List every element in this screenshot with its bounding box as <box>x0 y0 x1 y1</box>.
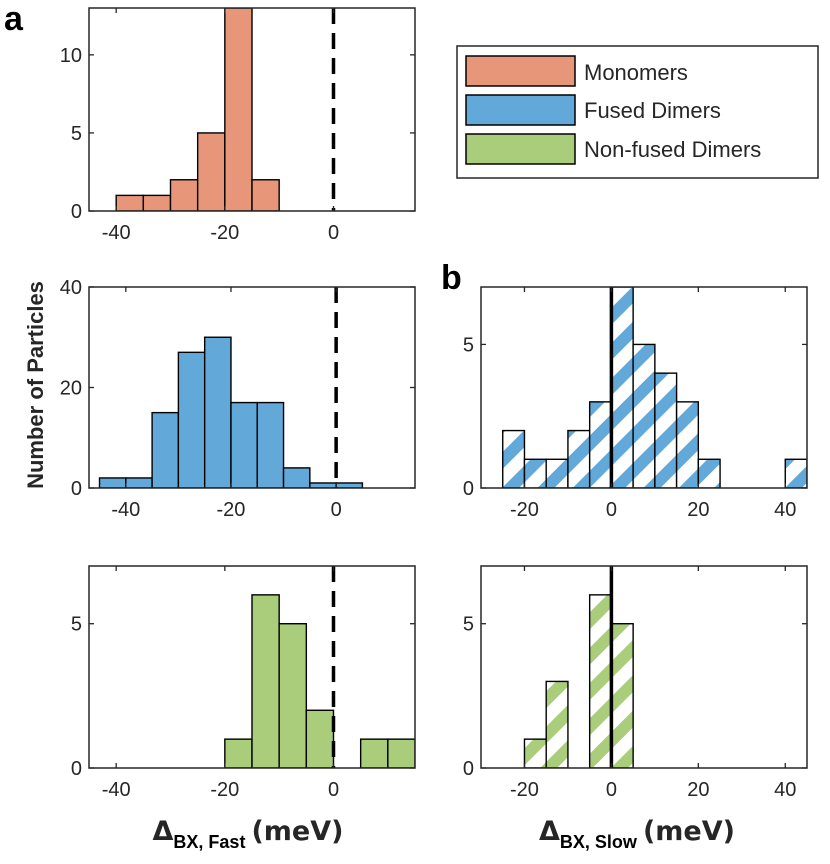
y-tick-label: 5 <box>463 614 474 636</box>
x-tick-label: -20 <box>210 222 239 244</box>
histogram-bar <box>588 594 613 768</box>
histogram-bar <box>256 401 285 488</box>
axes-frame <box>480 565 808 769</box>
x-tick-label: -20 <box>217 499 246 521</box>
x-tick-label: 0 <box>331 499 342 521</box>
histogram-bar <box>251 179 280 211</box>
histogram-bar <box>142 194 172 211</box>
histogram-bar <box>610 623 634 768</box>
bars-slow-fused <box>502 287 807 488</box>
x-tick-label: -40 <box>102 222 131 244</box>
histogram-bar <box>196 132 226 211</box>
legend-swatch-monomers <box>465 55 576 87</box>
panel-fast-monomers: 0 5 10 -40 -20 0 <box>60 7 416 244</box>
x-label-slow-unit: (meV) <box>643 816 735 847</box>
histogram-bar <box>675 401 700 488</box>
histogram-bar <box>203 336 232 488</box>
histogram-bar <box>230 401 258 488</box>
x-tick-label: 0 <box>328 222 339 244</box>
x-tick-label: -20 <box>510 499 539 521</box>
histogram-bar <box>309 482 337 488</box>
histogram-bar <box>545 458 569 488</box>
y-tick-label: 0 <box>71 758 82 780</box>
histogram-bar <box>115 194 145 211</box>
histogram-bar <box>359 738 389 768</box>
histogram-bar <box>697 458 721 488</box>
legend: Monomers Fused Dimers Non-fused Dimers <box>456 45 819 179</box>
bars-fast-nonfused <box>224 594 415 768</box>
y-tick-label: 5 <box>71 123 82 145</box>
histogram-bar <box>224 738 253 768</box>
panel-slow-nonfused: 0 5 -20 0 20 40 <box>463 565 808 801</box>
histogram-bar <box>305 709 335 768</box>
legend-label-fused-dimers: Fused Dimers <box>584 98 721 123</box>
x-tick-label: 20 <box>687 499 709 521</box>
y-tick-label: 5 <box>71 614 82 636</box>
x-label-slow-sub: BX, Slow <box>560 832 638 852</box>
histogram-bar <box>251 594 280 768</box>
axes-frame <box>88 7 416 212</box>
x-label-fast-unit: (meV) <box>251 816 343 847</box>
x-label-fast-delta: Δ <box>153 816 174 847</box>
histogram-bar <box>784 458 807 488</box>
y-tick-label: 5 <box>463 334 474 356</box>
x-tick-label: -20 <box>210 779 239 801</box>
y-tick-label: 0 <box>71 201 82 223</box>
x-tick-label: -40 <box>111 499 140 521</box>
histogram-bar <box>169 179 199 211</box>
x-label-fast-sub: BX, Fast <box>173 832 245 852</box>
legend-swatch-non-fused-dimers <box>465 133 576 165</box>
y-tick-label: 40 <box>60 277 82 299</box>
histogram-bar <box>335 482 364 488</box>
panel-fast-nonfused: 0 5 -40 -20 0 <box>71 565 416 801</box>
y-tick-label: 20 <box>60 378 82 400</box>
y-axis-label: Number of Particles <box>23 281 48 489</box>
x-tick-label: -40 <box>102 779 131 801</box>
x-tick-label: 40 <box>774 779 796 801</box>
histogram-bar <box>588 401 613 488</box>
histogram-bar <box>632 343 656 488</box>
histogram-bar <box>278 623 308 768</box>
panel-a-label: a <box>4 0 24 38</box>
histogram-bar <box>502 429 526 488</box>
legend-swatch-fused-dimers <box>465 94 576 126</box>
panel-b-label: b <box>441 259 462 297</box>
bars-slow-nonfused <box>523 594 634 768</box>
x-label-slow-delta: Δ <box>539 816 560 847</box>
histogram-bar <box>151 411 180 488</box>
x-axis-label-slow: ΔBX, Slow (meV) <box>539 816 735 852</box>
x-tick-label: 40 <box>774 499 796 521</box>
x-tick-label: 20 <box>687 779 709 801</box>
histogram-bar <box>523 458 547 488</box>
histogram-bar <box>610 287 634 488</box>
bars-fast-fused <box>98 336 364 488</box>
histogram-bar <box>523 738 547 768</box>
legend-label-non-fused-dimers: Non-fused Dimers <box>584 137 761 162</box>
axes-frame <box>480 286 808 489</box>
panel-fast-fused: 0 20 40 -40 -20 0 <box>60 277 416 521</box>
histogram-bar <box>567 429 591 488</box>
histogram-bar <box>282 467 311 488</box>
x-axis-label-fast: ΔBX, Fast (meV) <box>153 816 344 852</box>
y-tick-label: 0 <box>463 478 474 500</box>
y-tick-label: 0 <box>71 478 82 500</box>
y-tick-label: 0 <box>463 758 474 780</box>
histogram-bar <box>98 477 127 488</box>
x-tick-label: 0 <box>606 779 617 801</box>
x-tick-label: 0 <box>606 499 617 521</box>
x-tick-label: -20 <box>510 779 539 801</box>
histogram-bar <box>545 680 569 768</box>
histogram-bar <box>654 372 678 488</box>
y-tick-label: 10 <box>60 45 82 67</box>
panel-slow-fused: 0 5 -20 0 20 40 <box>463 286 808 521</box>
histogram-bar <box>387 738 415 768</box>
legend-label-monomers: Monomers <box>584 60 688 85</box>
axes-frame <box>88 565 416 769</box>
bars-fast-monomers <box>115 8 280 211</box>
histogram-bar <box>224 8 253 211</box>
histogram-bar <box>125 477 153 488</box>
histogram-bar <box>177 351 206 488</box>
x-tick-label: 0 <box>328 779 339 801</box>
